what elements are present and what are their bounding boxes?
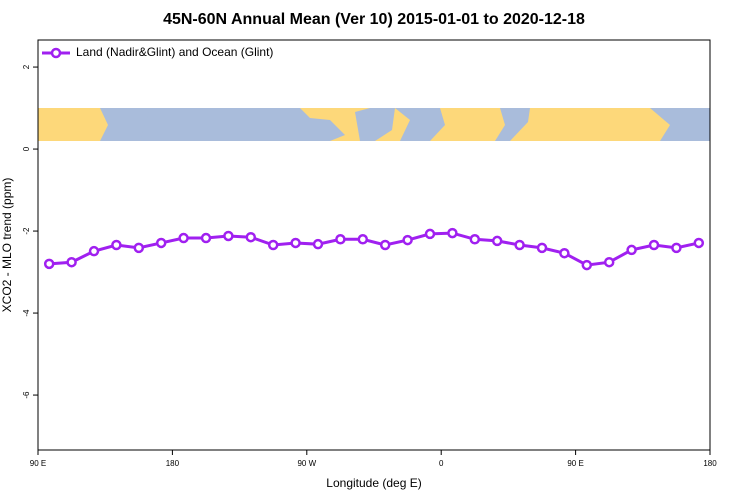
point [357,234,369,245]
y-tick-label: 0 [22,146,31,151]
point [424,228,436,240]
point [626,244,637,256]
point [581,259,593,271]
point [693,237,705,249]
x-tick-label: 0 [439,459,444,468]
point [267,239,279,251]
point [178,232,189,244]
y-axis-label: XCO2 - MLO trend (ppm) [0,178,14,313]
x-tick-label: 180 [703,459,717,468]
point [671,242,682,254]
y-tick-label: -4 [22,309,31,317]
point [66,256,77,268]
point [155,237,167,249]
point [335,234,346,245]
point [379,239,391,251]
x-tick-label: 90 W [297,459,316,468]
x-tick-label: 90 E [567,459,583,468]
point [469,234,481,245]
point [111,239,122,251]
point [603,256,615,268]
point [290,237,301,249]
x-axis-label: Longitude (deg E) [326,476,421,490]
legend-marker [50,47,62,59]
x-tick-label: 90 E [30,459,46,468]
y-tick-label: 2 [22,64,31,69]
point [245,231,257,243]
point [312,238,324,250]
point [447,227,458,239]
point [648,239,660,251]
x-tick-label: 180 [166,459,180,468]
chart-title: 45N-60N Annual Mean (Ver 10) 2015-01-01 … [163,11,585,28]
y-tick-label: -2 [22,227,31,235]
point [514,239,525,251]
point [536,242,548,254]
point [402,234,413,246]
point [133,242,145,254]
legend-label: Land (Nadir&Glint) and Ocean (Glint) [76,45,273,59]
point [491,235,503,247]
point [559,247,570,259]
line [49,231,700,267]
point [43,258,55,270]
plot-frame [37,39,711,451]
point [223,230,234,242]
y-tick-label: -6 [22,391,31,399]
point [200,232,212,244]
map-strip [38,108,710,141]
point [88,245,100,257]
